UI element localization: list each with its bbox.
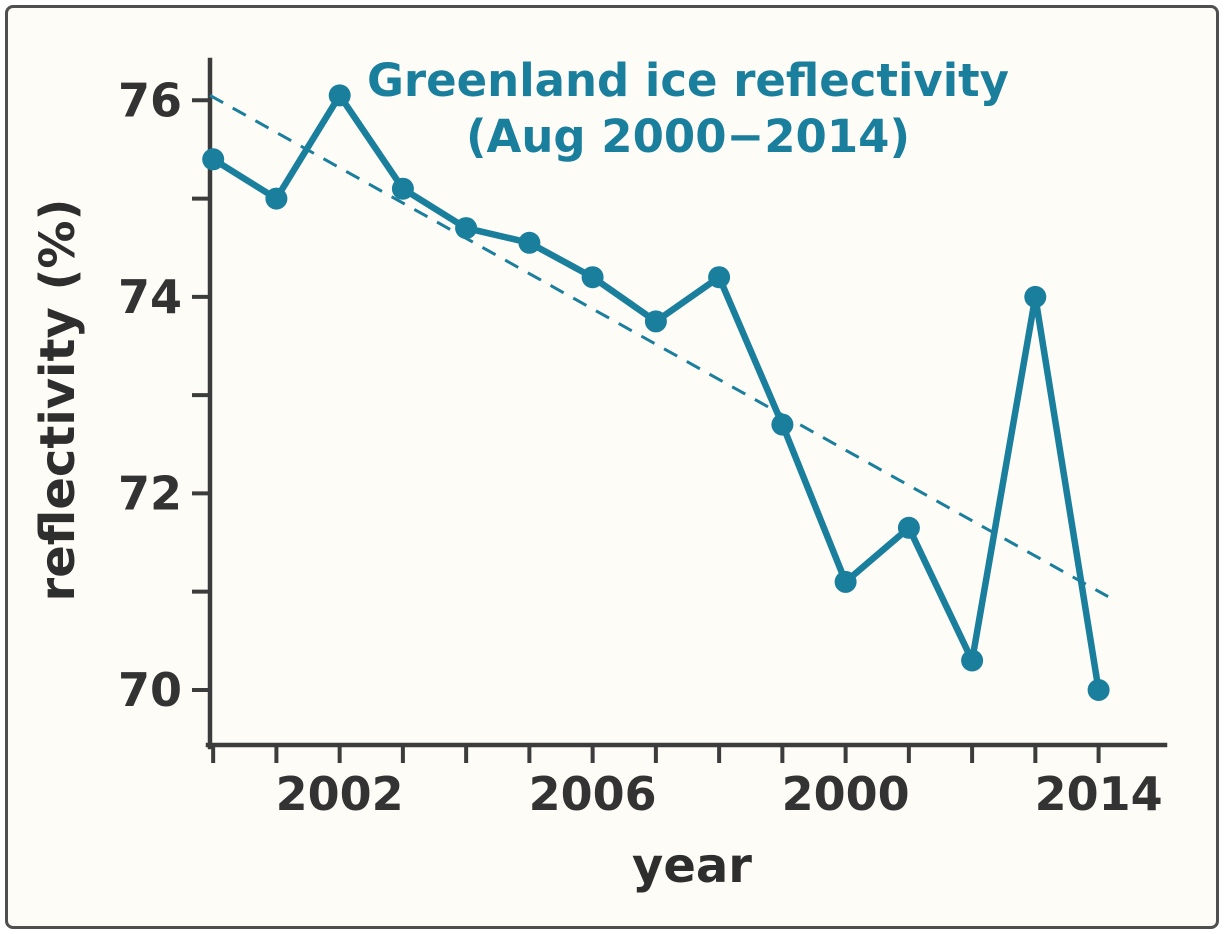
- data-point: [961, 649, 984, 672]
- data-point: [1024, 285, 1047, 308]
- series-layer: [209, 92, 1102, 694]
- data-point: [265, 187, 288, 210]
- data-point: [518, 231, 541, 254]
- x-axis-label: year: [632, 838, 752, 894]
- reflectivity-series-line: [209, 92, 1102, 694]
- data-point: [328, 84, 351, 107]
- data-point: [771, 413, 794, 436]
- data-point: [708, 266, 731, 289]
- data-point: [391, 177, 414, 200]
- trend-line: [209, 94, 1109, 598]
- data-point: [897, 516, 920, 539]
- x-tick-label: 2014: [1035, 767, 1163, 821]
- data-point: [202, 148, 225, 171]
- y-tick-label: 70: [118, 663, 182, 717]
- chart-title-line2: (Aug 2000−2014): [466, 110, 910, 163]
- x-tick-label: 2002: [276, 767, 404, 821]
- x-tick-label: 2006: [529, 767, 657, 821]
- line-chart: 2002 2006 2000 2014 70 72 74 76 Greenland ice r…: [30, 54, 1168, 894]
- data-point: [644, 310, 667, 333]
- y-tick-label: 72: [118, 466, 182, 520]
- axes-layer: [205, 57, 1168, 750]
- y-axis-label: reflectivity (%): [30, 199, 86, 602]
- x-tick-label: 2000: [782, 767, 910, 821]
- y-tick-label: 76: [118, 73, 182, 127]
- marker-layer: [202, 84, 1110, 701]
- trend-layer: [209, 94, 1109, 598]
- data-point: [834, 570, 857, 593]
- chart-frame: 2002 2006 2000 2014 70 72 74 76 Greenland ice r…: [5, 5, 1219, 929]
- y-tick-label: 74: [118, 270, 182, 324]
- data-point: [455, 217, 478, 240]
- data-point: [1087, 679, 1110, 701]
- chart-title-line1: Greenland ice reflectivity: [367, 54, 1009, 107]
- ticks-layer: 2002 2006 2000 2014 70 72 74 76: [118, 73, 1163, 821]
- data-point: [581, 266, 604, 289]
